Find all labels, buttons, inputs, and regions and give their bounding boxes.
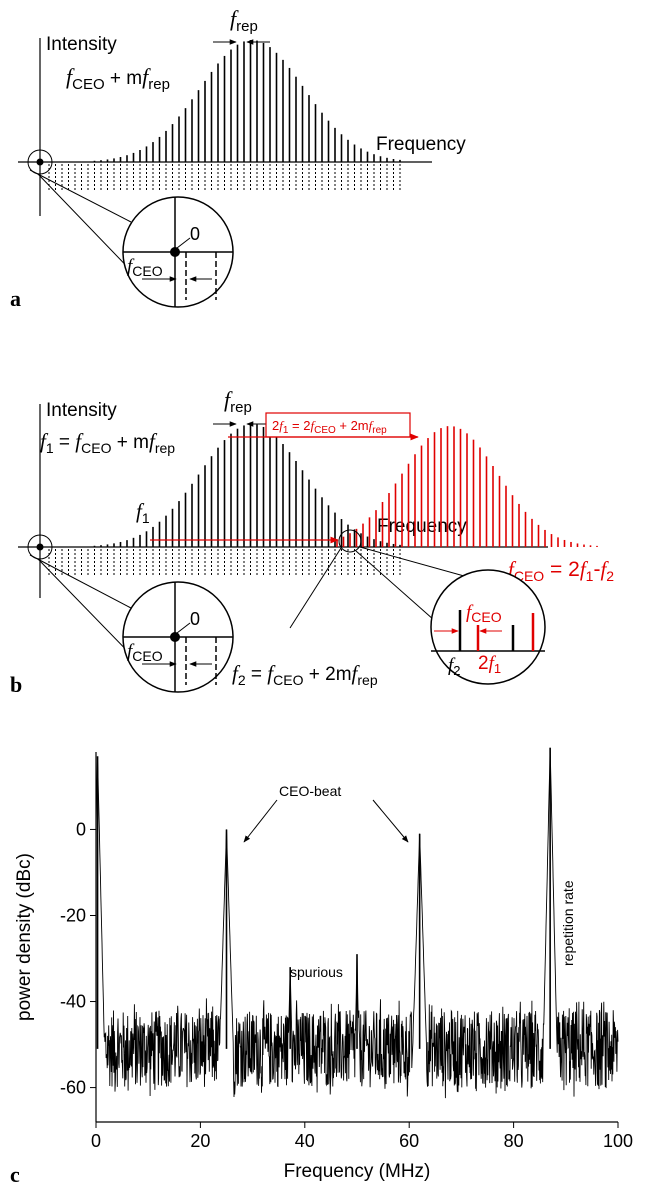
panel-a-zoom-zero-pointer (176, 237, 191, 249)
panel-a-origin-dot (36, 158, 44, 166)
panel-b-f1-equation: f1 = fCEO + mfrep (40, 429, 175, 456)
panel-b-doubled-box (265, 412, 411, 438)
chart-y-tick-label-2: -40 (60, 992, 86, 1012)
panel-b: Intensity Frequency frep f1 = fCEO + mfr… (10, 387, 614, 697)
panel-b-ceo-equation: fCEO = 2f1-f2 (508, 557, 614, 584)
panel-b-f2-pointer (289, 547, 342, 629)
panel-b-zoom-zero: 0 (190, 609, 200, 629)
panel-a-zoom-line-top (29, 169, 132, 223)
panel-a: Intensity Frequency frep fCEO + mfrep 0 … (10, 6, 466, 311)
panel-b-label: b (10, 672, 22, 697)
chart-y-label: power density (dBc) (14, 853, 35, 1021)
panel-b-zoom2-f2: f2 (448, 655, 461, 678)
panel-b-zoom2-2f1: 2f1 (478, 653, 501, 676)
panel-b-f2-equation: f2 = fCEO + 2mfrep (232, 661, 378, 688)
chart-x-tick-label-2: 40 (295, 1131, 315, 1151)
panel-b-doubled-equation: 2f1 = 2fCEO + 2mfrep (272, 418, 387, 436)
panel-b-zoom-zero-dot (170, 632, 180, 642)
panel-b-doubled-comb (336, 426, 598, 547)
panel-c-rep-rate-label: repetition rate (560, 880, 576, 966)
panel-b-overlap-circle (338, 529, 362, 553)
panel-b-zoom-line-top (29, 554, 132, 609)
panel-a-origin-circle (27, 149, 53, 175)
panel-c-ceo-arrow-left (243, 799, 278, 843)
panel-c-ceo-beat-label: CEO-beat (279, 783, 341, 799)
panel-b-zoom-fceo: fCEO (127, 641, 163, 664)
panel-c: 0 20 40 60 80 100 0 -20 -40 -60 Frequency (MHz) pow… (10, 747, 633, 1187)
panel-b-zoom2-circle (430, 569, 546, 685)
panel-b-frep-label: frep (224, 387, 252, 416)
chart-y-tick-label-0: 0 (76, 819, 86, 839)
chart-x-tick-label-5: 100 (603, 1131, 633, 1151)
panel-b-zoom-line-bottom (37, 558, 141, 665)
chart-x-tick-label-1: 20 (190, 1131, 210, 1151)
chart-spectrum-trace (95, 747, 619, 1099)
chart-x-label: Frequency (MHz) (284, 1161, 431, 1182)
panel-b-dashed-lines (48, 549, 401, 575)
panel-a-zoom-fceo: fCEO (127, 256, 163, 279)
panel-b-zoom-zero-pointer (176, 622, 191, 634)
chart-y-tick-label-3: -60 (60, 1078, 86, 1098)
panel-b-zoom2-line-left (355, 550, 435, 621)
panel-c-spurious-label: spurious (290, 964, 343, 980)
panel-a-x-label: Frequency (376, 134, 466, 155)
chart-y-tick-label-1: -20 (60, 905, 86, 925)
chart-x-tick-label-0: 0 (91, 1131, 101, 1151)
panel-b-zoom2-fceo: fCEO (466, 602, 502, 625)
panel-c-ceo-arrow-right (372, 799, 409, 843)
panel-b-f1-label: f1 (136, 499, 150, 526)
panel-a-label: a (10, 286, 21, 311)
panel-b-y-label: Intensity (46, 400, 117, 421)
panel-b-origin-dot (36, 543, 44, 551)
panel-a-zoom-zero: 0 (190, 224, 200, 244)
panel-a-mode-equation: fCEO + mfrep (66, 64, 170, 93)
panel-a-comb (93, 40, 401, 162)
panel-a-dashed-lines (48, 164, 401, 190)
panel-a-frep-label: frep (230, 6, 258, 35)
chart-x-tick-label-4: 80 (504, 1131, 524, 1151)
panel-c-label: c (10, 1162, 20, 1187)
panel-a-zoom-zero-dot (170, 247, 180, 257)
panel-a-y-label: Intensity (46, 34, 117, 55)
panel-c-chart: 0 20 40 60 80 100 0 -20 -40 -60 Frequency (MHz) pow… (14, 747, 633, 1182)
panel-a-zoom-line-bottom (37, 173, 141, 281)
chart-x-tick-label-3: 60 (399, 1131, 419, 1151)
panel-b-origin-circle (27, 534, 53, 560)
